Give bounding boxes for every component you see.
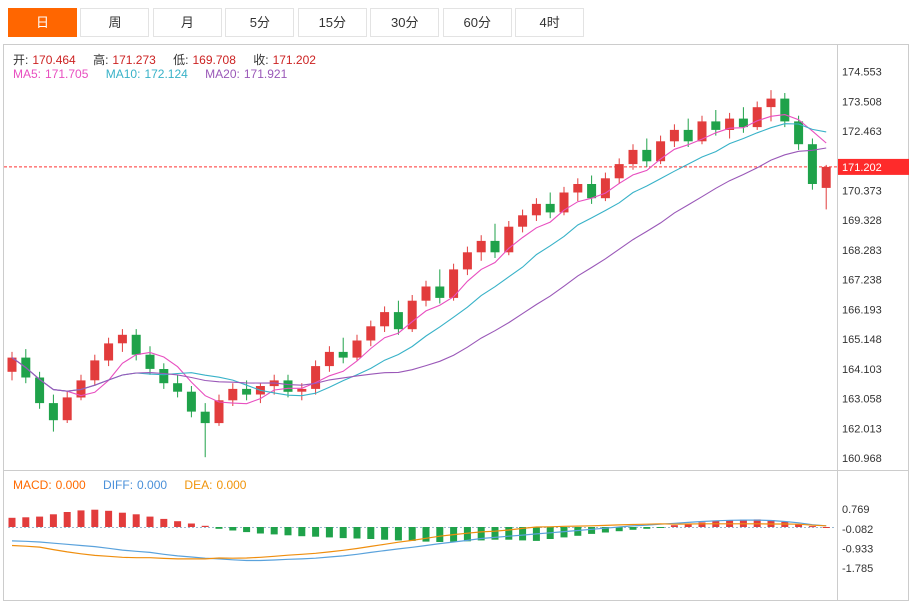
ohlc-header: 开: 170.464 高: 171.273 低: 169.708 收: 171.202 <box>13 51 330 68</box>
ma20-value: 171.921 <box>243 67 288 81</box>
timeframe-tabbar: 日 周 月 5分 15分 30分 60分 4时 <box>0 0 913 43</box>
tab-day[interactable]: 日 <box>8 8 77 37</box>
svg-text:168.283: 168.283 <box>842 245 882 257</box>
macd-value: 0.000 <box>55 478 86 492</box>
tab-5min[interactable]: 5分 <box>225 8 295 37</box>
ma10-value: 172.124 <box>144 67 188 81</box>
ma-lines <box>11 114 827 405</box>
low-value: 169.708 <box>192 53 236 67</box>
svg-text:-0.933: -0.933 <box>842 544 873 556</box>
macd-lines <box>11 519 827 562</box>
svg-text:-0.082: -0.082 <box>842 524 873 536</box>
ma5-label: MA5: <box>13 67 42 81</box>
macd-header: MACD: 0.000 DIFF: 0.000 DEA: 0.000 <box>13 478 260 492</box>
dea-label: DEA: <box>184 478 213 492</box>
diff-label: DIFF: <box>103 478 134 492</box>
svg-text:-1.785: -1.785 <box>842 563 873 575</box>
diff-value: 0.000 <box>137 478 168 492</box>
svg-text:160.968: 160.968 <box>842 453 882 465</box>
tab-4hour[interactable]: 4时 <box>515 8 585 37</box>
price-axis: 174.553 173.508 172.463 170.373 169.328 168.2… <box>842 67 882 466</box>
tab-week[interactable]: 周 <box>80 8 150 37</box>
high-label: 高: <box>93 53 109 67</box>
tab-15min[interactable]: 15分 <box>297 8 367 37</box>
svg-text:162.013: 162.013 <box>842 423 882 435</box>
svg-text:174.553: 174.553 <box>842 67 882 79</box>
svg-text:169.328: 169.328 <box>842 215 882 227</box>
ma10-label: MA10: <box>105 67 141 81</box>
open-value: 170.464 <box>32 53 76 67</box>
macd-axis: 0.769 -0.082 -0.933 -1.785 <box>842 504 873 575</box>
ma20-label: MA20: <box>205 67 240 81</box>
svg-text:166.193: 166.193 <box>842 304 882 316</box>
svg-text:0.769: 0.769 <box>842 504 870 516</box>
svg-text:170.373: 170.373 <box>842 186 882 198</box>
svg-text:172.463: 172.463 <box>842 126 882 138</box>
tab-30min[interactable]: 30分 <box>370 8 440 37</box>
ma-header: MA5: 171.705 MA10: 172.124 MA20: 171.921 <box>13 67 301 81</box>
tab-60min[interactable]: 60分 <box>442 8 512 37</box>
svg-text:164.103: 164.103 <box>842 364 882 376</box>
chart-frame <box>3 44 909 601</box>
macd-label: MACD: <box>13 478 52 492</box>
close-label: 收: <box>253 53 269 67</box>
close-value: 171.202 <box>272 53 316 67</box>
tab-month[interactable]: 月 <box>152 8 222 37</box>
open-label: 开: <box>13 53 29 67</box>
low-label: 低: <box>173 53 189 67</box>
svg-text:171.202: 171.202 <box>842 162 882 174</box>
svg-text:163.058: 163.058 <box>842 394 882 406</box>
high-value: 171.273 <box>112 53 156 67</box>
svg-text:173.508: 173.508 <box>842 96 882 108</box>
ma5-value: 171.705 <box>45 67 89 81</box>
svg-text:167.238: 167.238 <box>842 275 882 287</box>
candles <box>7 90 831 458</box>
svg-text:165.148: 165.148 <box>842 334 882 346</box>
macd-histogram <box>8 509 830 542</box>
current-price-tag: 171.202 <box>838 158 909 175</box>
dea-value: 0.000 <box>216 478 247 492</box>
